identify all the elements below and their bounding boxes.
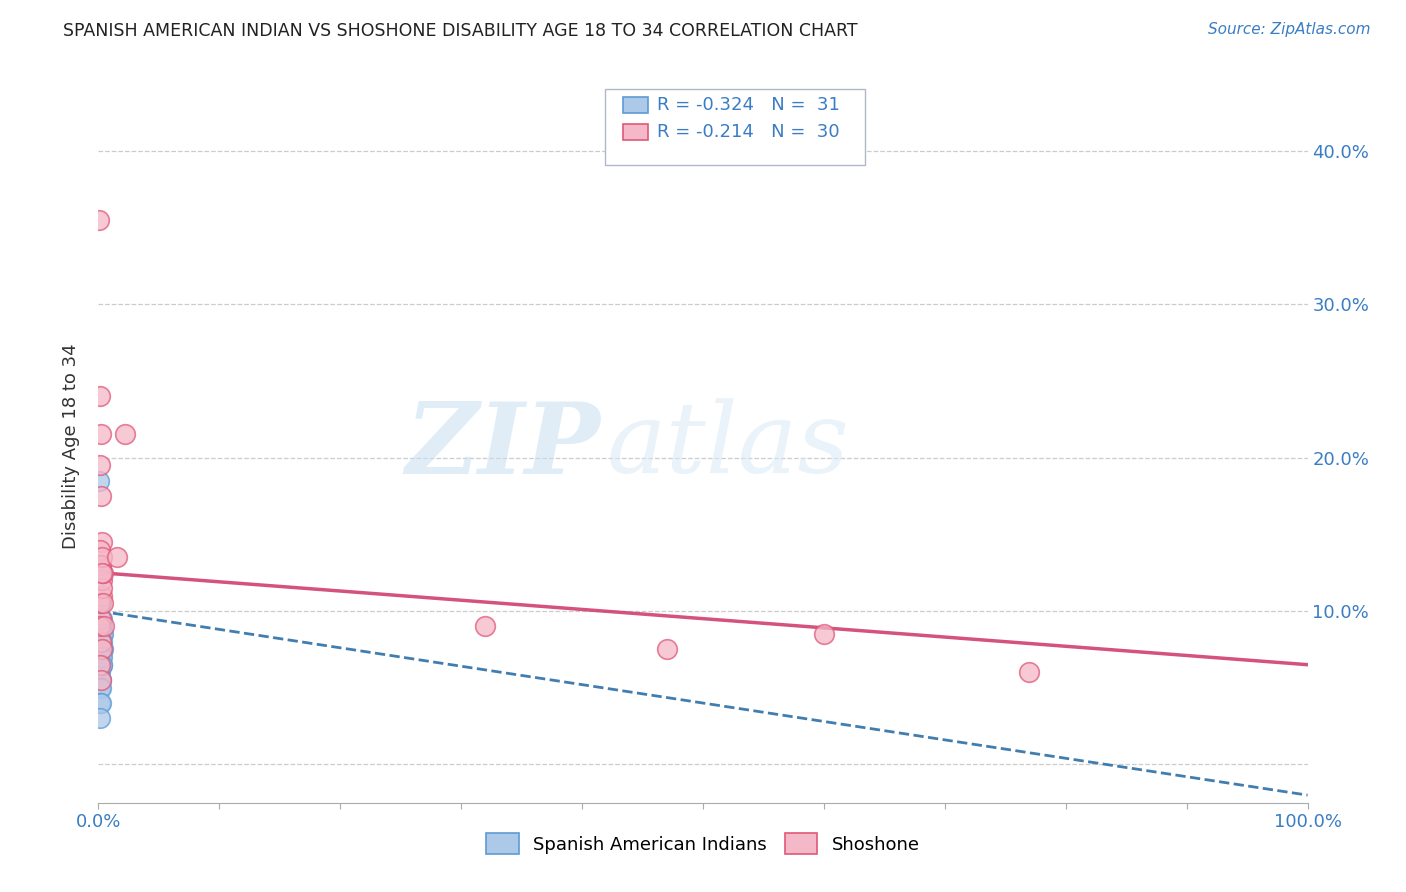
Point	[90, 489, 112, 503]
Point	[89, 681, 111, 695]
Point	[90, 650, 112, 665]
Point	[91, 581, 114, 595]
Text: Source: ZipAtlas.com: Source: ZipAtlas.com	[1208, 22, 1371, 37]
Point	[91, 642, 114, 657]
Point	[91, 566, 114, 580]
Point	[89, 596, 111, 610]
Point	[90, 642, 112, 657]
Point	[91, 642, 114, 657]
Point	[89, 458, 111, 473]
Point	[90, 558, 112, 572]
Point	[91, 619, 114, 633]
Point	[89, 657, 111, 672]
Point	[91, 566, 114, 580]
Point	[91, 627, 114, 641]
Point	[90, 596, 112, 610]
Point	[91, 550, 114, 565]
Point	[89, 696, 111, 710]
Point	[90, 427, 112, 442]
Text: atlas: atlas	[606, 399, 849, 493]
Legend: Spanish American Indians, Shoshone: Spanish American Indians, Shoshone	[479, 826, 927, 862]
Point	[93, 619, 115, 633]
Text: R = -0.324   N =  31: R = -0.324 N = 31	[657, 96, 839, 114]
Point	[89, 619, 111, 633]
Point	[105, 550, 128, 565]
Point	[89, 650, 111, 665]
Point	[91, 574, 114, 588]
Point	[89, 711, 111, 725]
Point	[91, 642, 114, 657]
Point	[89, 619, 111, 633]
Point	[89, 542, 111, 557]
Point	[90, 558, 112, 572]
Point	[90, 673, 112, 687]
Text: ZIP: ZIP	[405, 398, 600, 494]
Point	[89, 673, 111, 687]
Point	[91, 535, 114, 549]
Point	[90, 642, 112, 657]
Point	[91, 596, 114, 610]
Point	[90, 612, 112, 626]
Point	[91, 612, 114, 626]
Point	[91, 627, 114, 641]
Point	[1018, 665, 1040, 680]
Text: SPANISH AMERICAN INDIAN VS SHOSHONE DISABILITY AGE 18 TO 34 CORRELATION CHART: SPANISH AMERICAN INDIAN VS SHOSHONE DISA…	[63, 22, 858, 40]
Point	[90, 634, 112, 648]
Point	[90, 634, 112, 648]
Point	[89, 389, 111, 403]
Point	[91, 657, 114, 672]
Point	[90, 673, 112, 687]
Point	[91, 589, 114, 603]
Point	[89, 665, 111, 680]
Point	[813, 627, 835, 641]
Point	[655, 642, 678, 657]
Point	[474, 619, 496, 633]
Point	[90, 612, 112, 626]
Point	[87, 474, 110, 488]
Point	[90, 657, 112, 672]
Point	[114, 427, 136, 442]
Point	[89, 634, 111, 648]
Point	[91, 634, 114, 648]
Point	[89, 596, 111, 610]
Point	[89, 650, 111, 665]
Text: R = -0.214   N =  30: R = -0.214 N = 30	[657, 123, 839, 141]
Point	[87, 212, 110, 227]
Point	[90, 696, 112, 710]
Point	[90, 681, 112, 695]
Point	[91, 657, 114, 672]
Y-axis label: Disability Age 18 to 34: Disability Age 18 to 34	[62, 343, 80, 549]
Point	[91, 650, 114, 665]
